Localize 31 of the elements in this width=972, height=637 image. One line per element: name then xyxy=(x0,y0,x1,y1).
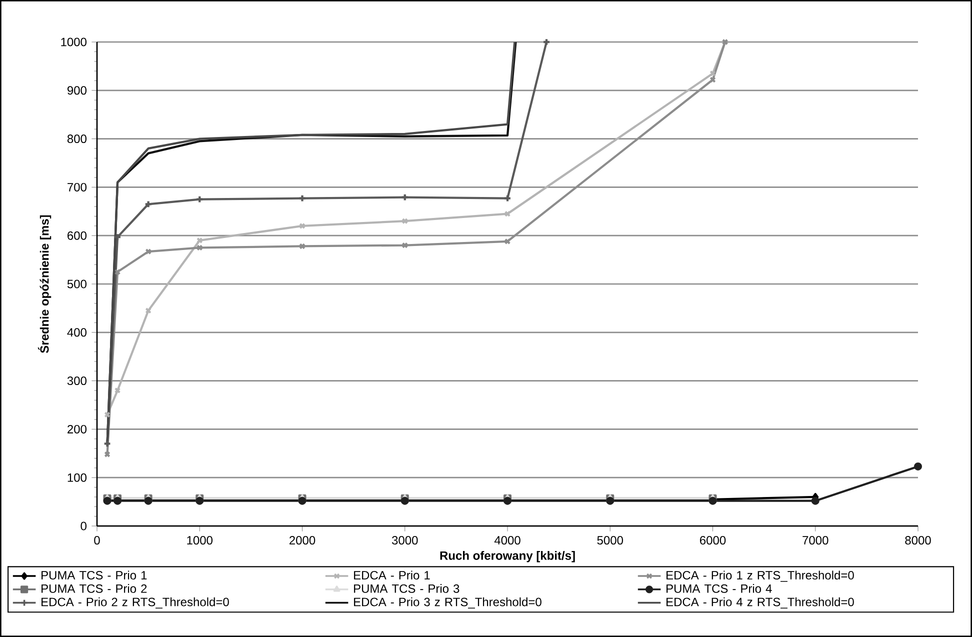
y-tick-label: 1000 xyxy=(61,38,86,46)
legend-label: EDCA - Prio 2 z RTS_Threshold=0 xyxy=(42,597,229,609)
y-tick-label: 400 xyxy=(67,328,86,337)
x-tick-label: 4000 xyxy=(494,536,520,545)
x-tick-label: 0 xyxy=(94,536,100,545)
legend-label: PUMA TCS - Prio 3 xyxy=(354,584,460,593)
y-tick-label: 800 xyxy=(67,134,86,144)
x-tick-label: 5000 xyxy=(597,536,624,545)
legend-label: PUMA TCS - Prio 2 xyxy=(42,584,147,593)
legend-label: EDCA - Prio 1 z RTS_Threshold=0 xyxy=(666,570,854,582)
legend-label: PUMA TCS - Prio 4 xyxy=(666,584,772,593)
y-tick-label: 0 xyxy=(80,522,86,530)
y-tick-label: 900 xyxy=(68,86,86,95)
x-tick-label: 1000 xyxy=(187,536,213,545)
y-tick-label: 600 xyxy=(68,231,86,240)
y-tick-label: 200 xyxy=(68,424,86,434)
legend-label: EDCA - Prio 1 xyxy=(354,570,430,580)
legend-label: EDCA - Prio 4 z RTS_Threshold=0 xyxy=(666,597,854,609)
y-tick-label: 100 xyxy=(68,473,86,482)
x-tick-label: 6000 xyxy=(700,536,726,545)
y-tick-label: 700 xyxy=(68,182,86,192)
y-tick-label: 500 xyxy=(67,280,86,288)
x-tick-label: 7000 xyxy=(802,536,828,545)
legend-label: EDCA - Prio 3 z RTS_Threshold=0 xyxy=(354,597,542,609)
x-tick-label: 8000 xyxy=(905,536,931,545)
x-axis-title: Ruch oferowany [kbit/s] xyxy=(440,551,575,562)
x-tick-label: 2000 xyxy=(290,536,316,545)
x-tick-label: 3000 xyxy=(392,536,418,545)
y-axis-title: Średnie opóźnienie [ms] xyxy=(38,215,52,353)
legend-label: PUMA TCS - Prio 1 xyxy=(42,570,147,580)
y-tick-label: 300 xyxy=(67,376,86,386)
